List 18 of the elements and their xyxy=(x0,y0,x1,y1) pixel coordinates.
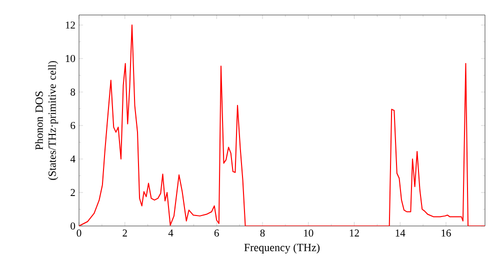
y-tick-label: 6 xyxy=(70,122,76,130)
x-tick-label: 16 xyxy=(442,230,451,237)
x-axis-title: Frequency (THz) xyxy=(244,243,320,254)
x-tick-label: 6 xyxy=(214,230,219,237)
x-tick-label: 14 xyxy=(396,230,406,236)
x-tick-label: 0 xyxy=(76,230,82,237)
x-tick-label: 12 xyxy=(350,230,359,236)
y-axis-title: Phonon DOS (States/THz·primitive cell) xyxy=(35,61,58,180)
x-tick-label: 8 xyxy=(260,230,265,237)
x-tick-label: 4 xyxy=(168,230,174,236)
y-tick-label: 8 xyxy=(70,88,76,96)
x-tick-label: 10 xyxy=(304,230,314,237)
y-tick-label: 10 xyxy=(66,54,76,62)
x-tick-label: 2 xyxy=(122,230,127,236)
y-tick-label: 4 xyxy=(70,156,76,162)
y-tick-label: 12 xyxy=(66,22,75,29)
y-tick-label: 2 xyxy=(70,189,75,196)
y-tick-label: 0 xyxy=(70,222,76,230)
